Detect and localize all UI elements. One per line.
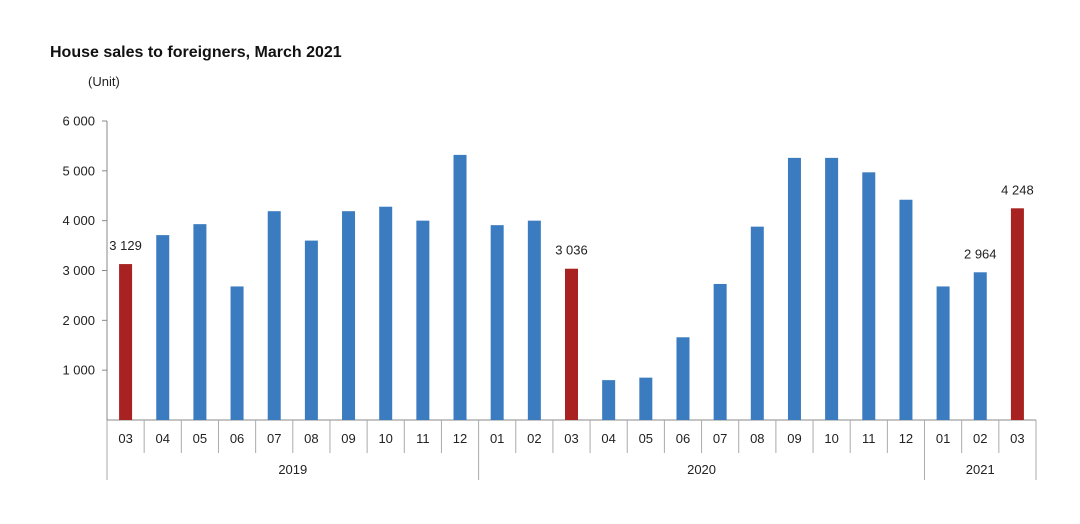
x-tick-label: 01: [490, 431, 504, 446]
x-tick-label: 10: [824, 431, 838, 446]
bar: [639, 377, 653, 420]
x-tick-label: 05: [639, 431, 653, 446]
x-tick-label: 07: [713, 431, 727, 446]
bar: [193, 224, 207, 420]
x-tick-label: 12: [899, 431, 913, 446]
x-tick-label: 09: [341, 431, 355, 446]
x-tick-label: 03: [118, 431, 132, 446]
y-axis-unit-label: (Unit): [88, 74, 120, 89]
x-tick-label: 09: [787, 431, 801, 446]
data-label: 3 036: [555, 243, 588, 258]
year-group-label: 2020: [687, 462, 716, 477]
bar: [862, 172, 876, 420]
bar: [750, 226, 764, 420]
x-tick-label: 04: [601, 431, 615, 446]
bar: [713, 283, 727, 420]
y-tick-label: 1 000: [62, 363, 95, 378]
x-tick-label: 10: [378, 431, 392, 446]
x-tick-label: 06: [676, 431, 690, 446]
bar: [490, 225, 504, 420]
data-label: 2 964: [964, 246, 997, 261]
x-tick-label: 08: [304, 431, 318, 446]
x-tick-label: 05: [193, 431, 207, 446]
y-tick-label: 3 000: [62, 263, 95, 278]
bar: [787, 157, 801, 421]
y-tick-label: 2 000: [62, 313, 95, 328]
bar: [267, 211, 281, 420]
x-tick-label: 02: [527, 431, 541, 446]
year-group-label: 2021: [966, 462, 995, 477]
bar: [899, 199, 913, 420]
bar: [230, 286, 244, 420]
bar: [936, 286, 950, 420]
x-tick-label: 07: [267, 431, 281, 446]
bar: [825, 157, 839, 421]
year-group-label: 2019: [278, 462, 307, 477]
bar: [379, 206, 393, 420]
bar: [304, 240, 318, 420]
bar: [527, 220, 541, 420]
x-tick-label: 03: [1010, 431, 1024, 446]
bar-highlight: [565, 268, 578, 420]
data-label: 3 129: [109, 238, 142, 253]
chart-title: House sales to foreigners, March 2021: [50, 44, 342, 61]
x-tick-label: 11: [416, 431, 430, 446]
bar: [602, 380, 616, 420]
y-tick-label: 6 000: [62, 114, 95, 129]
bar: [416, 220, 430, 420]
x-tick-label: 12: [453, 431, 467, 446]
y-tick-label: 5 000: [62, 163, 95, 178]
x-tick-label: 02: [973, 431, 987, 446]
x-tick-label: 06: [230, 431, 244, 446]
bar: [342, 211, 356, 420]
data-label: 4 248: [1001, 182, 1034, 197]
bar: [453, 154, 467, 421]
x-tick-label: 01: [936, 431, 950, 446]
bar-highlight: [1010, 208, 1024, 420]
x-tick-label: 08: [750, 431, 764, 446]
bar: [156, 235, 170, 420]
bar: [676, 337, 690, 420]
x-tick-label: 03: [564, 431, 578, 446]
bar: [973, 272, 987, 420]
x-tick-label: 11: [862, 431, 876, 446]
y-tick-label: 4 000: [62, 213, 95, 228]
x-tick-label: 04: [156, 431, 170, 446]
bar-highlight: [119, 264, 133, 420]
